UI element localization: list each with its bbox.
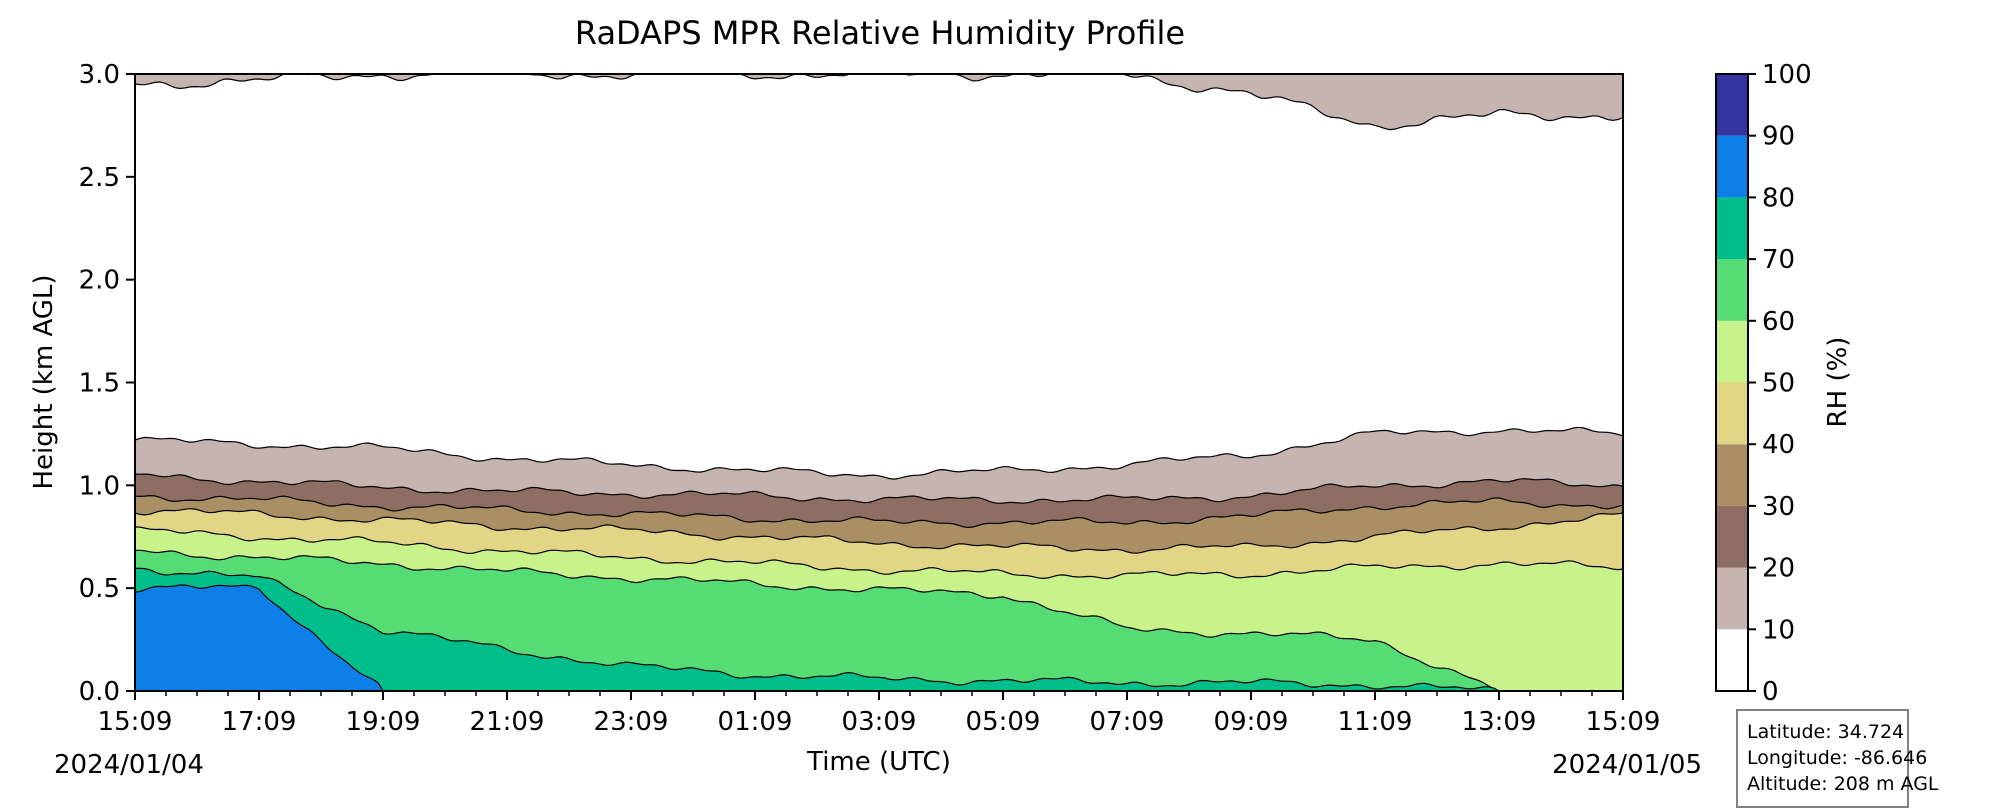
x-axis: 15:09 17:09 19:09 21:09 23:09 01:09 03:09 05:09… (98, 691, 1661, 737)
end-date-label: 2024/01/05 (1552, 750, 1702, 780)
y-tick-label: 0.5 (79, 574, 120, 604)
x-tick-label: 07:09 (1090, 707, 1165, 737)
colorbar-segment-90 (1716, 74, 1748, 136)
humidity-contour-bands (134, 426, 1624, 692)
x-axis-label: Time (UTC) (806, 747, 951, 777)
y-tick-label: 2.0 (79, 266, 120, 296)
x-tick-label: 05:09 (966, 707, 1041, 737)
x-tick-label: 15:09 (98, 707, 173, 737)
x-tick-label: 13:09 (1462, 707, 1537, 737)
colorbar-segment-0 (1716, 629, 1748, 691)
colorbar-segment-20 (1716, 505, 1748, 568)
colorbar-segment-70 (1716, 197, 1748, 260)
longitude-text: Longitude: -86.646 (1747, 747, 1928, 769)
x-tick-label: 19:09 (346, 707, 421, 737)
x-tick-label: 17:09 (222, 707, 297, 737)
colorbar-tick-label: 10 (1762, 615, 1795, 645)
y-tick-label: 3.0 (79, 60, 120, 90)
colorbar-tick-label: 50 (1762, 369, 1795, 399)
colorbar-tick-label: 0 (1762, 677, 1779, 707)
rh-band-70 (134, 567, 1623, 692)
y-axis-label: Height (km AGL) (29, 274, 59, 489)
colorbar-segment-10 (1716, 567, 1748, 630)
colorbar-segment-30 (1716, 444, 1748, 506)
colorbar-tick-label: 70 (1762, 245, 1795, 275)
colorbar-segment-50 (1716, 320, 1748, 383)
colorbar: 0 10 20 30 40 50 60 70 80 90 100 (1715, 60, 1812, 707)
x-tick-label: 01:09 (718, 707, 793, 737)
start-date-label: 2024/01/04 (54, 750, 204, 780)
colorbar-segment-60 (1716, 259, 1748, 321)
y-tick-label: 1.5 (79, 369, 120, 399)
plot-area (134, 73, 1624, 692)
colorbar-segment-40 (1716, 382, 1748, 445)
colorbar-tick-label: 80 (1762, 183, 1795, 213)
y-tick-label: 0.0 (79, 677, 120, 707)
colorbar-tick-label: 30 (1762, 492, 1795, 522)
y-tick-label: 1.0 (79, 471, 120, 501)
x-tick-label: 15:09 (1586, 707, 1661, 737)
y-axis: 0.0 0.5 1.0 1.5 2.0 2.5 3.0 (79, 60, 135, 707)
x-tick-label: 09:09 (1214, 707, 1289, 737)
colorbar-segment-80 (1716, 135, 1748, 198)
colorbar-tick-label: 60 (1762, 307, 1795, 337)
y-tick-label: 2.5 (79, 163, 120, 193)
station-info-box: Latitude: 34.724 Longitude: -86.646 Alti… (1736, 709, 1939, 808)
colorbar-tick-label: 20 (1762, 554, 1795, 584)
x-tick-label: 23:09 (594, 707, 669, 737)
x-tick-label: 21:09 (470, 707, 545, 737)
latitude-text: Latitude: 34.724 (1747, 721, 1905, 743)
x-tick-label: 03:09 (842, 707, 917, 737)
colorbar-label: RH (%) (1823, 337, 1853, 428)
x-tick-label: 11:09 (1338, 707, 1413, 737)
colorbar-tick-label: 40 (1762, 430, 1795, 460)
altitude-text: Altitude: 208 m AGL (1747, 773, 1939, 795)
colorbar-tick-label: 100 (1762, 60, 1812, 90)
colorbar-tick-label: 90 (1762, 122, 1795, 152)
chart-title: RaDAPS MPR Relative Humidity Profile (575, 14, 1185, 52)
